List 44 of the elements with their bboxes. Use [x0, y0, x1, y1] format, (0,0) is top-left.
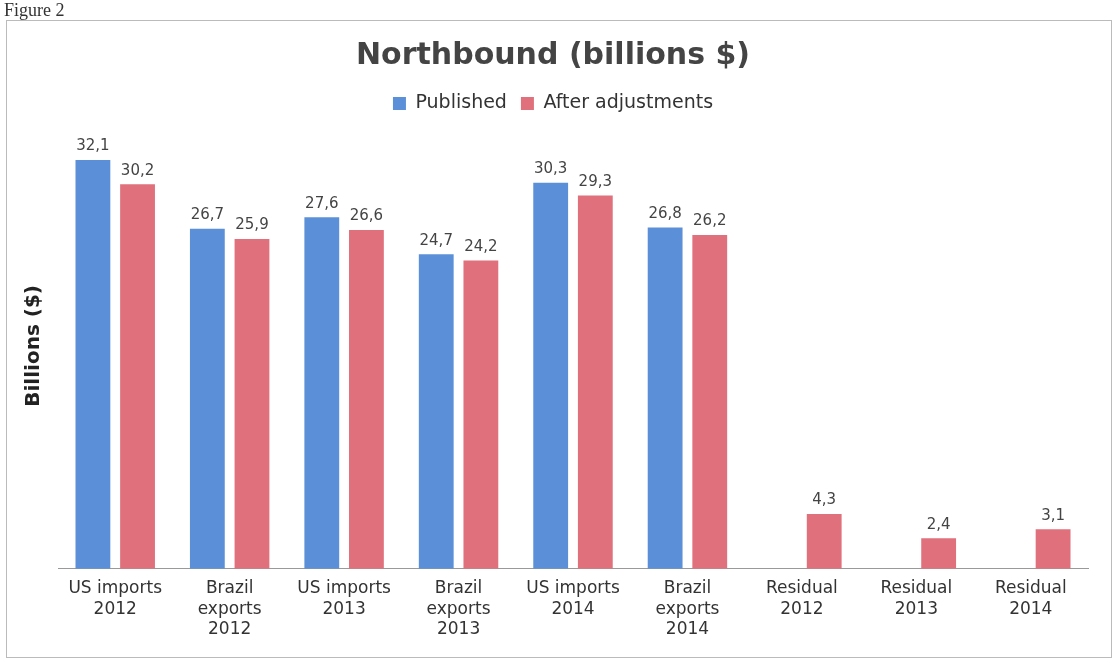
data-label: 29,3: [578, 171, 613, 190]
data-label: 25,9: [235, 215, 269, 234]
caption: Figure 2: [4, 0, 65, 21]
bar: [304, 217, 340, 569]
x-tick-label: Brazil exports 2013: [426, 577, 491, 639]
bar: [692, 235, 728, 569]
chart-title: Northbound (billions $): [355, 35, 751, 71]
data-label: 27,6: [305, 193, 339, 212]
x-tick-label: Residual 2014: [994, 577, 1067, 618]
bar: [647, 227, 683, 569]
data-label: 26,7: [190, 205, 225, 224]
data-label: 4,3: [812, 490, 837, 509]
x-tick-label: Residual 2012: [765, 577, 838, 618]
data-label: 26,8: [648, 203, 682, 222]
y-axis-title: Billions ($): [20, 285, 45, 407]
x-tick-label: US imports 2012: [68, 577, 163, 618]
legend-label: Published: [415, 90, 507, 113]
x-tick-label: Residual 2013: [880, 577, 953, 618]
bar: [533, 182, 569, 569]
x-tick-label: US imports 2014: [526, 577, 620, 618]
legend-label: After adjustments: [543, 90, 714, 113]
bar: [577, 195, 613, 569]
data-label: 26,2: [693, 211, 727, 230]
x-tick-label: US imports 2013: [297, 577, 392, 618]
bar: [921, 538, 957, 569]
bar: [75, 159, 111, 569]
bar: [120, 184, 155, 569]
data-label: 24,2: [464, 236, 498, 255]
data-label: 3,1: [1041, 505, 1066, 524]
data-label: 24,7: [419, 230, 453, 249]
bar: [806, 514, 842, 569]
x-tick-label: Brazil exports 2012: [197, 577, 262, 639]
bar: [1035, 529, 1071, 569]
data-label: 30,3: [533, 159, 568, 178]
data-label: 30,2: [120, 160, 155, 179]
data-label: 32,1: [76, 136, 110, 155]
x-tick-label: Brazil exports 2014: [655, 577, 720, 639]
bar: [349, 229, 384, 569]
bar: [463, 260, 499, 569]
bar: [234, 238, 270, 569]
data-label: 26,6: [349, 206, 384, 225]
data-label: 2,4: [926, 514, 951, 533]
bar: [189, 228, 225, 569]
bar: [418, 254, 454, 569]
